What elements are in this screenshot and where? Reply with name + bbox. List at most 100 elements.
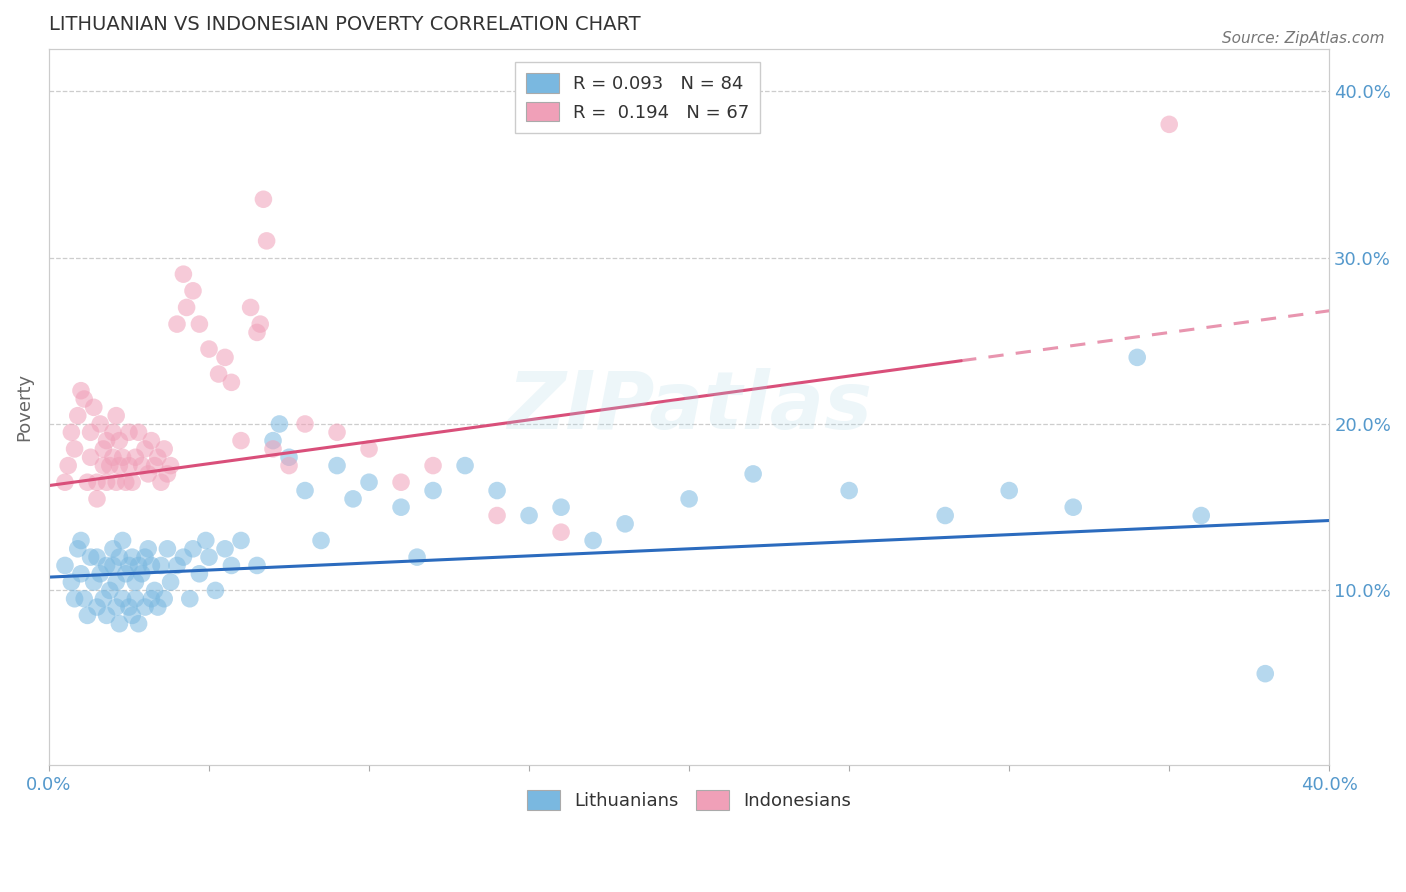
Point (678, 491, 700, 506)
Point (70, 566, 93, 581)
Point (156, 467, 179, 481)
Point (101, 558, 124, 573)
Point (207, 367, 229, 381)
Point (249, 317, 271, 331)
Point (93, 458, 115, 473)
Point (66, 541, 89, 556)
Point (73, 591, 96, 606)
Point (229, 434, 252, 448)
Point (96, 608, 118, 623)
Point (188, 566, 211, 581)
Point (550, 525, 572, 540)
Point (1254, 666, 1277, 681)
Point (86, 550, 108, 565)
Point (105, 600, 128, 615)
Point (214, 541, 236, 556)
Point (118, 458, 141, 473)
Point (79, 550, 101, 565)
Point (342, 491, 364, 506)
Point (86, 600, 108, 615)
Point (486, 508, 509, 523)
Point (86, 475, 108, 490)
Point (89, 566, 111, 581)
Point (53, 475, 76, 490)
Point (294, 483, 316, 498)
Point (1062, 500, 1084, 515)
Point (118, 425, 141, 440)
Point (53, 558, 76, 573)
Point (118, 558, 141, 573)
Point (101, 425, 124, 440)
Point (134, 550, 156, 565)
Point (221, 558, 243, 573)
Point (153, 442, 176, 456)
Point (517, 508, 540, 523)
Point (246, 326, 269, 340)
Point (111, 533, 134, 548)
Point (105, 575, 128, 590)
Point (614, 516, 637, 531)
Point (105, 475, 128, 490)
Point (86, 491, 108, 506)
Point (454, 458, 477, 473)
Text: LITHUANIAN VS INDONESIAN POVERTY CORRELATION CHART: LITHUANIAN VS INDONESIAN POVERTY CORRELA… (49, 15, 641, 34)
Point (143, 583, 166, 598)
Point (105, 409, 128, 423)
Point (124, 575, 146, 590)
Point (128, 616, 150, 631)
Point (131, 566, 153, 581)
Point (108, 616, 131, 631)
Point (63, 442, 86, 456)
Point (76, 475, 98, 490)
Point (153, 591, 176, 606)
Point (156, 541, 179, 556)
Point (389, 500, 412, 515)
Point (198, 550, 221, 565)
Point (96, 475, 118, 490)
Point (101, 450, 124, 465)
Point (141, 434, 163, 448)
Point (262, 434, 284, 448)
Text: Source: ZipAtlas.com: Source: ZipAtlas.com (1222, 31, 1385, 46)
Point (166, 558, 188, 573)
Point (96, 558, 118, 573)
Point (134, 442, 156, 456)
Point (93, 591, 115, 606)
Point (582, 533, 605, 548)
Point (131, 458, 153, 473)
Point (172, 267, 194, 281)
Point (70, 533, 93, 548)
Point (121, 608, 143, 623)
Point (114, 566, 136, 581)
Point (66, 409, 89, 423)
Point (111, 450, 134, 465)
Point (136, 541, 159, 556)
Point (198, 342, 221, 356)
Point (838, 483, 860, 498)
Point (56, 458, 79, 473)
Point (60, 425, 83, 440)
Point (1126, 351, 1149, 365)
Point (124, 450, 146, 465)
Point (108, 550, 131, 565)
Point (221, 376, 243, 390)
Point (742, 467, 765, 481)
Point (143, 458, 166, 473)
Point (60, 575, 83, 590)
Point (486, 483, 509, 498)
Point (136, 467, 159, 481)
Point (146, 450, 169, 465)
Point (1189, 508, 1212, 523)
Text: ZIPatlas: ZIPatlas (506, 368, 872, 446)
Point (121, 475, 143, 490)
Point (181, 541, 204, 556)
Point (1159, 117, 1181, 131)
Point (118, 600, 141, 615)
Point (309, 533, 332, 548)
Point (252, 192, 274, 206)
Point (389, 475, 412, 490)
Point (550, 500, 572, 515)
Point (998, 483, 1021, 498)
Point (114, 475, 136, 490)
Point (229, 533, 252, 548)
